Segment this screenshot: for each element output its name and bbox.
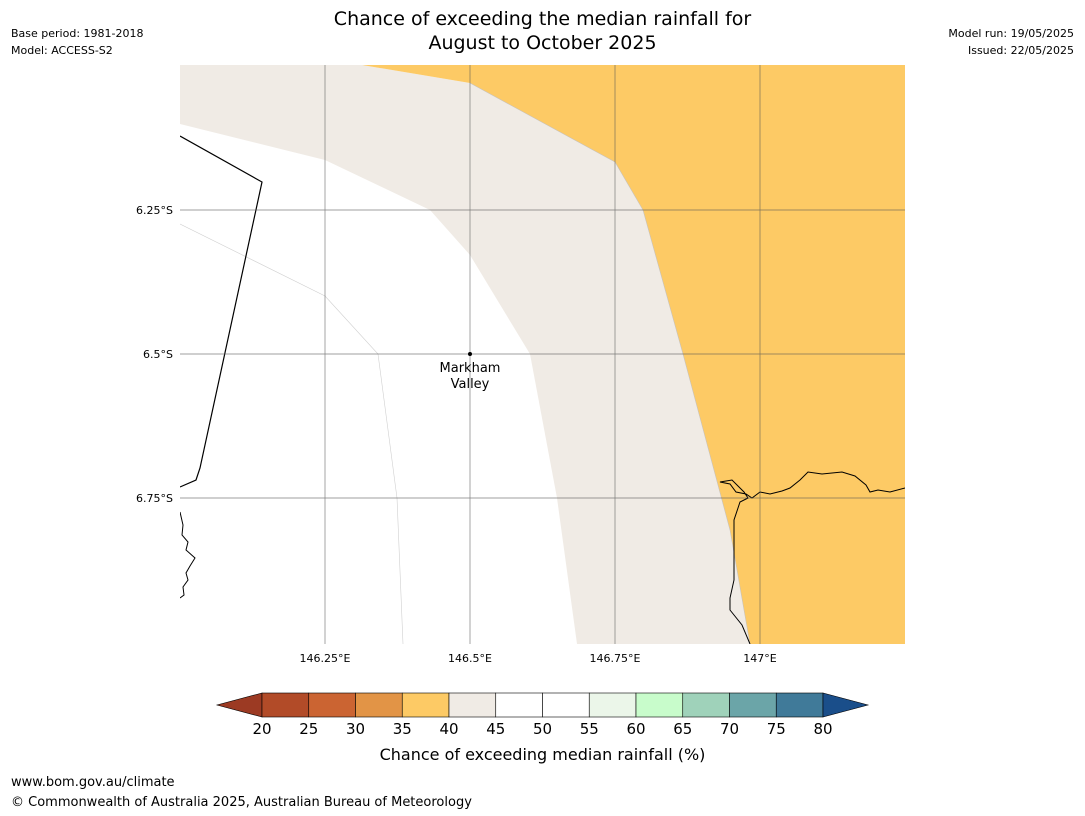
- border-line: [180, 135, 263, 488]
- meta-right: Model run: 19/05/2025 Issued: 22/05/2025: [948, 25, 1074, 59]
- place-label-line-1: Markham: [440, 361, 501, 376]
- colorbar-tick-55: 55: [580, 720, 599, 738]
- lon-label-146-5: 146.5°E: [448, 652, 492, 665]
- gridlines: [180, 65, 905, 644]
- lat-label-6-25: 6.25°S: [136, 204, 173, 217]
- colorbar-tick-20: 20: [252, 720, 271, 738]
- title-line-1: Chance of exceeding the median rainfall …: [333, 8, 752, 30]
- colorbar-extend-low: [215, 692, 263, 718]
- colorbar-segment-65-70: [682, 692, 730, 718]
- colorbar-tick-30: 30: [346, 720, 365, 738]
- colorbar-tick-70: 70: [720, 720, 739, 738]
- colorbar-segment-25-30: [308, 692, 356, 718]
- place-label-line-2: Valley: [451, 377, 490, 392]
- lat-label-6-75: 6.75°S: [136, 492, 173, 505]
- coastline-west: [180, 511, 196, 599]
- footer-url[interactable]: www.bom.gov.au/climate: [11, 775, 175, 790]
- contour-line: [469, 82, 751, 644]
- colorbar-segment-20-25: [261, 692, 310, 718]
- title-line-2: August to October 2025: [428, 32, 657, 54]
- map-title: Chance of exceeding the median rainfall …: [0, 7, 1085, 55]
- lon-label-147: 147°E: [743, 652, 776, 665]
- colorbar-segment-45-50: [495, 692, 543, 718]
- footer-copyright: © Commonwealth of Australia 2025, Austra…: [11, 795, 472, 810]
- meta-left: Base period: 1981-2018 Model: ACCESS-S2: [11, 25, 143, 59]
- map-area: Markham Valley: [180, 65, 905, 644]
- lat-label-6-5: 6.5°S: [143, 348, 173, 361]
- colorbar-tick-50: 50: [533, 720, 552, 738]
- colorbar-segment-40-45: [448, 692, 497, 718]
- colorbar-tick-45: 45: [486, 720, 505, 738]
- colorbar-label: Chance of exceeding median rainfall (%): [379, 745, 706, 764]
- colorbar-tick-75: 75: [767, 720, 786, 738]
- colorbar-extend-high: [822, 692, 870, 718]
- colorbar-segment-75-80: [775, 692, 824, 718]
- colorbar-segment-30-35: [355, 692, 403, 718]
- place-marker: [468, 352, 472, 356]
- colorbar-tick-35: 35: [393, 720, 412, 738]
- colorbar-tick-40: 40: [439, 720, 458, 738]
- colorbar-segment-55-60: [588, 692, 637, 718]
- colorbar: 20 25 30 35 40 45 50 55 60 65 70 75 80: [215, 692, 870, 738]
- colorbar-tick-65: 65: [673, 720, 692, 738]
- colorbar-tick-80: 80: [813, 720, 832, 738]
- colorbar-tick-25: 25: [299, 720, 318, 738]
- model-name: Model: ACCESS-S2: [11, 44, 113, 57]
- colorbar-segment-35-40: [401, 692, 450, 718]
- colorbar-segment-60-65: [635, 692, 684, 718]
- colorbar-tick-60: 60: [626, 720, 645, 738]
- colorbar-segment-50-55: [542, 692, 590, 718]
- base-period: Base period: 1981-2018: [11, 27, 144, 40]
- lon-label-146-25: 146.25°E: [300, 652, 351, 665]
- lon-label-146-75: 146.75°E: [590, 652, 641, 665]
- model-run: Model run: 19/05/2025: [948, 27, 1074, 40]
- issued-date: Issued: 22/05/2025: [967, 44, 1074, 57]
- colorbar-segment-70-75: [729, 692, 777, 718]
